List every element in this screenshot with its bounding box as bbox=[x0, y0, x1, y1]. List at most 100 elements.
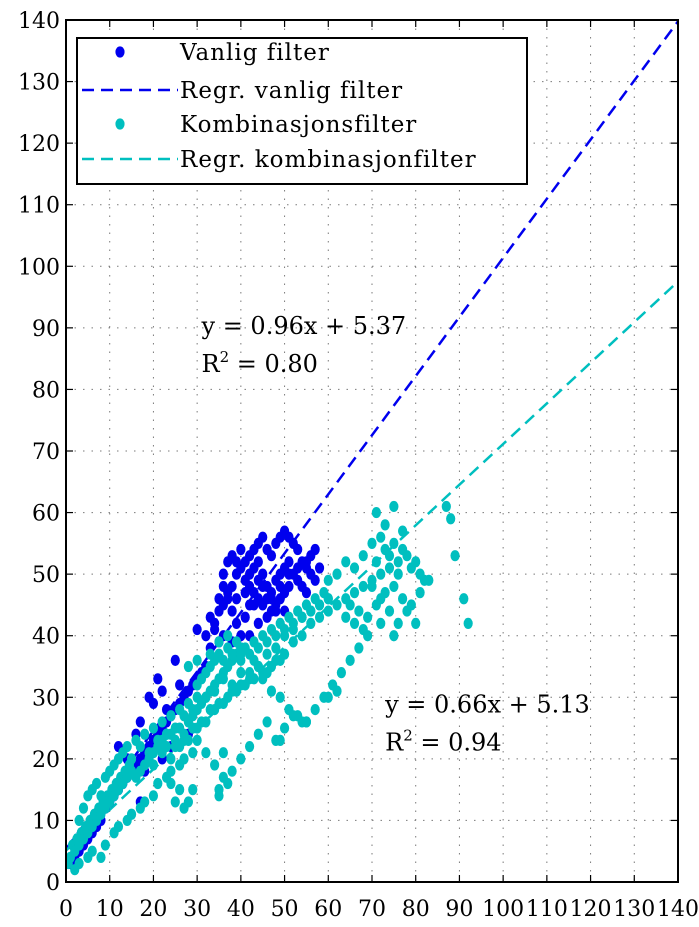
data-point-2 bbox=[166, 765, 176, 777]
data-point-2 bbox=[288, 710, 298, 722]
data-point-0 bbox=[301, 587, 312, 599]
data-point-0 bbox=[266, 550, 277, 562]
legend-box bbox=[76, 37, 528, 185]
data-point-0 bbox=[231, 556, 242, 568]
data-point-2 bbox=[349, 587, 360, 599]
data-point-2 bbox=[140, 728, 150, 740]
data-point-2 bbox=[153, 777, 163, 790]
data-point-2 bbox=[279, 623, 290, 636]
data-point-2 bbox=[214, 790, 224, 802]
y-tick-label: 80 bbox=[32, 378, 60, 403]
data-point-2 bbox=[297, 630, 307, 642]
data-point-0 bbox=[301, 556, 312, 568]
data-point-2 bbox=[218, 654, 228, 666]
data-point-0 bbox=[284, 556, 294, 568]
data-point-2 bbox=[157, 747, 167, 759]
data-point-2 bbox=[336, 667, 346, 679]
data-point-2 bbox=[179, 734, 189, 746]
data-point-2 bbox=[288, 636, 298, 648]
data-point-0 bbox=[314, 562, 325, 574]
data-point-0 bbox=[266, 593, 277, 605]
x-tick-label: 50 bbox=[271, 897, 299, 922]
data-point-2 bbox=[201, 747, 211, 759]
data-point-2 bbox=[262, 648, 272, 660]
data-point-2 bbox=[363, 611, 373, 623]
data-point-0 bbox=[262, 611, 272, 623]
data-point-2 bbox=[126, 753, 137, 765]
data-point-2 bbox=[384, 605, 395, 617]
y-tick-label: 130 bbox=[18, 71, 60, 96]
data-point-2 bbox=[113, 820, 124, 833]
data-point-2 bbox=[179, 802, 189, 814]
data-point-2 bbox=[166, 753, 176, 765]
data-point-2 bbox=[341, 556, 351, 568]
data-point-2 bbox=[227, 648, 237, 660]
y-tick-label: 10 bbox=[32, 809, 60, 834]
data-point-2 bbox=[87, 845, 97, 857]
data-point-2 bbox=[332, 568, 342, 580]
data-point-0 bbox=[231, 593, 242, 605]
data-point-2 bbox=[358, 580, 368, 593]
data-point-2 bbox=[183, 660, 193, 673]
data-point-2 bbox=[314, 611, 325, 623]
y-tick-label: 40 bbox=[32, 625, 60, 650]
data-point-2 bbox=[393, 556, 403, 568]
data-point-0 bbox=[175, 679, 185, 691]
x-tick-label: 30 bbox=[183, 897, 211, 922]
data-point-2 bbox=[258, 667, 268, 679]
data-point-2 bbox=[376, 568, 386, 580]
data-point-2 bbox=[376, 531, 386, 543]
legend-label-3: Regr. kombinasjonfilter bbox=[180, 147, 477, 173]
data-point-2 bbox=[161, 728, 172, 740]
data-point-2 bbox=[148, 790, 159, 802]
annotation-r2-0: R2 = 0.80 bbox=[202, 348, 318, 378]
data-point-0 bbox=[201, 630, 211, 642]
legend-marker-2 bbox=[115, 118, 125, 130]
data-point-2 bbox=[236, 667, 246, 679]
data-point-2 bbox=[376, 617, 386, 630]
data-point-2 bbox=[306, 617, 316, 630]
data-point-0 bbox=[271, 605, 281, 617]
data-point-2 bbox=[323, 691, 333, 703]
data-point-2 bbox=[126, 808, 137, 820]
annotation-r2-1: R2 = 0.94 bbox=[385, 727, 501, 757]
legend-label-1: Regr. vanlig filter bbox=[180, 78, 403, 104]
data-point-0 bbox=[310, 574, 320, 586]
data-point-2 bbox=[175, 784, 185, 796]
data-point-2 bbox=[349, 562, 360, 574]
data-point-2 bbox=[122, 740, 132, 753]
data-point-2 bbox=[223, 777, 233, 790]
data-point-2 bbox=[450, 550, 460, 562]
data-point-2 bbox=[411, 556, 421, 568]
data-point-2 bbox=[367, 537, 377, 549]
data-point-2 bbox=[323, 593, 333, 605]
data-point-0 bbox=[258, 580, 268, 593]
data-point-2 bbox=[96, 790, 106, 802]
data-point-2 bbox=[218, 673, 228, 685]
data-point-2 bbox=[384, 550, 395, 562]
data-point-2 bbox=[402, 550, 412, 562]
legend-marker-0 bbox=[115, 46, 125, 58]
data-point-2 bbox=[210, 685, 220, 697]
data-point-0 bbox=[275, 580, 285, 593]
data-point-2 bbox=[166, 710, 176, 722]
data-point-0 bbox=[253, 593, 263, 605]
data-point-2 bbox=[78, 802, 89, 814]
x-tick-label: 80 bbox=[402, 897, 430, 922]
data-point-2 bbox=[135, 740, 145, 753]
data-point-2 bbox=[266, 685, 277, 697]
data-point-2 bbox=[332, 685, 342, 697]
data-point-2 bbox=[192, 654, 202, 666]
data-point-2 bbox=[179, 753, 189, 765]
data-point-0 bbox=[218, 568, 228, 580]
data-point-2 bbox=[74, 857, 84, 870]
data-point-2 bbox=[227, 765, 237, 777]
data-point-0 bbox=[258, 568, 268, 580]
y-tick-label: 120 bbox=[18, 132, 60, 157]
data-point-2 bbox=[140, 796, 150, 808]
data-point-2 bbox=[459, 593, 469, 605]
x-tick-label: 10 bbox=[96, 897, 124, 922]
scatter-points bbox=[66, 500, 473, 876]
data-point-2 bbox=[249, 673, 259, 685]
